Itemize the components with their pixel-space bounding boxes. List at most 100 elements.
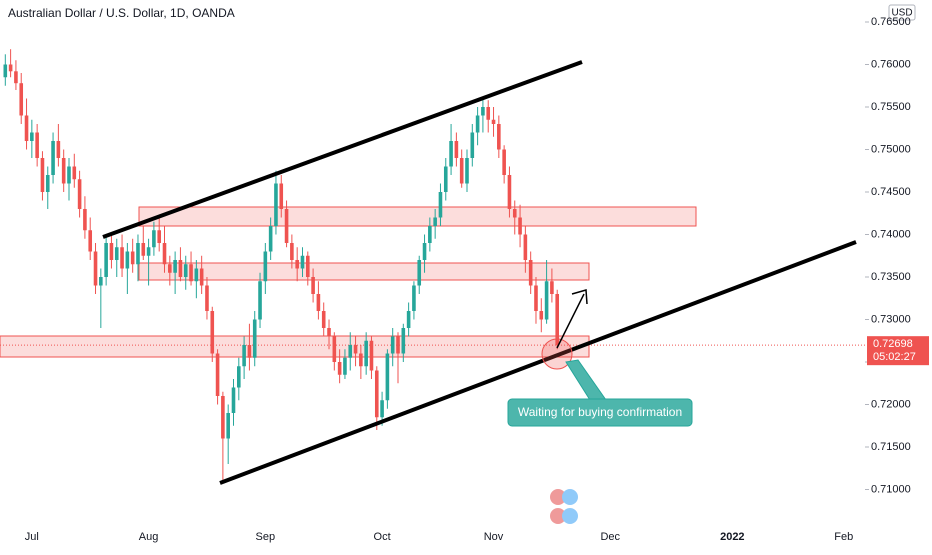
candle-body (481, 107, 485, 116)
candle-body (332, 336, 337, 362)
candle-body (130, 251, 135, 265)
candle-body (221, 396, 225, 439)
candle-body (35, 132, 39, 158)
candle-body (199, 268, 204, 286)
candle-body (146, 247, 151, 256)
y-tick-label: 0.74500 (871, 186, 911, 198)
candle-body (369, 340, 374, 371)
candle-body (173, 260, 177, 273)
candle-body (555, 294, 560, 346)
candle-body (428, 226, 432, 243)
candle-body (385, 353, 390, 401)
candle-body (120, 247, 124, 269)
y-tick-label: 0.73500 (871, 271, 911, 283)
candle-body (8, 64, 13, 72)
candle-body (51, 141, 55, 175)
candle-body (252, 319, 257, 358)
candle-body (61, 158, 66, 184)
highlight-circle (541, 338, 573, 370)
y-tick-label: 0.76000 (871, 58, 911, 70)
candle-body (422, 243, 427, 260)
candle-body (114, 247, 119, 260)
last-price-label: 0.72698 (873, 338, 913, 350)
callout-box (507, 398, 693, 427)
candle-body (359, 353, 363, 367)
candle-body (40, 158, 45, 192)
candle-body (401, 328, 406, 354)
x-tick-label: Sep (256, 531, 276, 543)
candle-body (67, 166, 71, 184)
candle-body (523, 234, 528, 260)
icon (562, 489, 578, 505)
x-tick-label: Dec (600, 531, 620, 543)
candle-body (258, 281, 262, 320)
candle-body (486, 107, 491, 120)
candle-body (417, 260, 422, 286)
candle-body (263, 251, 268, 282)
candle-body (83, 209, 87, 231)
candle-body (279, 183, 284, 209)
candle-body (168, 264, 172, 273)
candle-body (380, 400, 384, 418)
candle-body (327, 328, 331, 337)
candle-body (19, 83, 24, 116)
candle-body (210, 311, 215, 354)
candle-body (321, 311, 326, 328)
y-tick-label: 0.72000 (871, 398, 911, 410)
axes: 0.710000.715000.720000.725000.730000.735… (25, 16, 929, 543)
x-tick-label: Feb (834, 531, 853, 543)
chart-title: Australian Dollar / U.S. Dollar, 1D, OAN… (8, 6, 235, 20)
candle-body (364, 340, 368, 367)
arrow-head (571, 289, 588, 305)
candle-body (502, 149, 506, 175)
candle-body (93, 251, 98, 286)
support-zone (0, 335, 590, 358)
candle-body (189, 264, 193, 282)
currency-badge (888, 4, 916, 21)
candle-body (226, 413, 230, 439)
candle-body (109, 243, 114, 260)
candle-body (475, 115, 480, 133)
candle-body (390, 336, 395, 354)
price-badge (867, 336, 929, 366)
y-tick-label: 0.71000 (871, 483, 911, 495)
icon (550, 489, 566, 505)
candle-body (152, 230, 156, 248)
candle-body (507, 175, 512, 209)
x-tick-label: Nov (484, 531, 504, 543)
candle-body (104, 243, 108, 277)
candle-body (45, 175, 50, 192)
candle-body (343, 357, 347, 375)
candle-body (157, 230, 162, 243)
candle-body (72, 166, 77, 180)
candle-body (412, 285, 416, 311)
y-tick-label: 0.74000 (871, 228, 911, 240)
candle-body (30, 132, 34, 141)
candle-body (237, 366, 241, 388)
candle-body (3, 64, 8, 78)
candle-body (374, 370, 379, 418)
candle-body (14, 71, 18, 84)
candle-body (433, 217, 437, 226)
candle-body (454, 141, 459, 158)
candle-body (284, 209, 289, 243)
channel-line (219, 240, 857, 485)
candle-body (125, 251, 130, 269)
candle-body (141, 243, 146, 256)
x-tick-label: Jul (25, 531, 39, 543)
drawings: Waiting for buying confirmation (102, 60, 857, 524)
candle-body (247, 345, 252, 358)
candle-body (459, 158, 464, 184)
candle-body (99, 277, 103, 286)
candle-body (497, 124, 501, 150)
channel-line (102, 60, 583, 239)
candle-body (205, 285, 209, 311)
currency: USD (891, 8, 912, 19)
candle-body (305, 255, 310, 277)
resistance-zone (138, 206, 697, 227)
candle-body (56, 141, 61, 158)
candle-body (470, 132, 475, 158)
candle-body (136, 243, 140, 265)
